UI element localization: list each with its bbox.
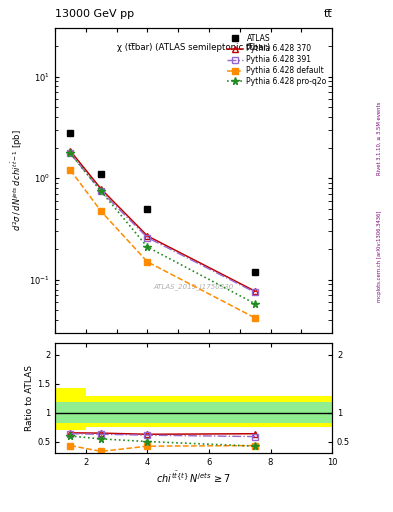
Pythia 6.428 pro-q2o bbox=[253, 301, 257, 307]
ATLAS bbox=[145, 206, 150, 212]
Text: Rivet 3.1.10, ≥ 3.5M events: Rivet 3.1.10, ≥ 3.5M events bbox=[377, 101, 382, 175]
X-axis label: $chi^{t\bar{t}\{t\}}\,N^{jets}\,\geq 7$: $chi^{t\bar{t}\{t\}}\,N^{jets}\,\geq 7$ bbox=[156, 470, 231, 485]
Y-axis label: Ratio to ATLAS: Ratio to ATLAS bbox=[25, 365, 34, 431]
Pythia 6.428 370 bbox=[145, 233, 150, 239]
Y-axis label: $d^2\sigma\,/\,dN^{jets}\,d\,chi^{t\bar{t}-1}$ [pb]: $d^2\sigma\,/\,dN^{jets}\,d\,chi^{t\bar{… bbox=[9, 130, 25, 231]
Pythia 6.428 default bbox=[253, 315, 257, 321]
Pythia 6.428 default bbox=[99, 208, 104, 215]
Text: tt̅: tt̅ bbox=[323, 9, 332, 19]
Pythia 6.428 391 bbox=[253, 289, 257, 295]
ATLAS bbox=[99, 171, 104, 177]
Line: Pythia 6.428 370: Pythia 6.428 370 bbox=[67, 148, 258, 294]
Legend: ATLAS, Pythia 6.428 370, Pythia 6.428 391, Pythia 6.428 default, Pythia 6.428 pr: ATLAS, Pythia 6.428 370, Pythia 6.428 39… bbox=[225, 32, 328, 88]
Text: mcplots.cern.ch [arXiv:1306.3436]: mcplots.cern.ch [arXiv:1306.3436] bbox=[377, 210, 382, 302]
Pythia 6.428 default bbox=[68, 167, 73, 173]
Line: Pythia 6.428 default: Pythia 6.428 default bbox=[68, 167, 258, 321]
Line: Pythia 6.428 pro-q2o: Pythia 6.428 pro-q2o bbox=[66, 150, 259, 308]
Pythia 6.428 391 bbox=[68, 151, 73, 157]
Pythia 6.428 370 bbox=[99, 186, 104, 192]
Line: ATLAS: ATLAS bbox=[67, 130, 258, 275]
ATLAS bbox=[253, 269, 257, 275]
Pythia 6.428 pro-q2o bbox=[99, 188, 104, 195]
Pythia 6.428 391 bbox=[145, 234, 150, 241]
Pythia 6.428 default bbox=[145, 259, 150, 265]
Text: ATLAS_2019_I1750330: ATLAS_2019_I1750330 bbox=[153, 284, 234, 290]
Line: Pythia 6.428 391: Pythia 6.428 391 bbox=[68, 151, 258, 295]
Pythia 6.428 pro-q2o bbox=[145, 244, 150, 250]
Text: χ (tt̅bar) (ATLAS semileptonic tt̅bar): χ (tt̅bar) (ATLAS semileptonic tt̅bar) bbox=[117, 44, 270, 52]
ATLAS bbox=[68, 130, 73, 136]
Pythia 6.428 370 bbox=[253, 288, 257, 294]
Pythia 6.428 pro-q2o bbox=[68, 151, 73, 157]
Pythia 6.428 391 bbox=[99, 188, 104, 195]
Text: 13000 GeV pp: 13000 GeV pp bbox=[55, 9, 134, 19]
Pythia 6.428 370 bbox=[68, 148, 73, 154]
